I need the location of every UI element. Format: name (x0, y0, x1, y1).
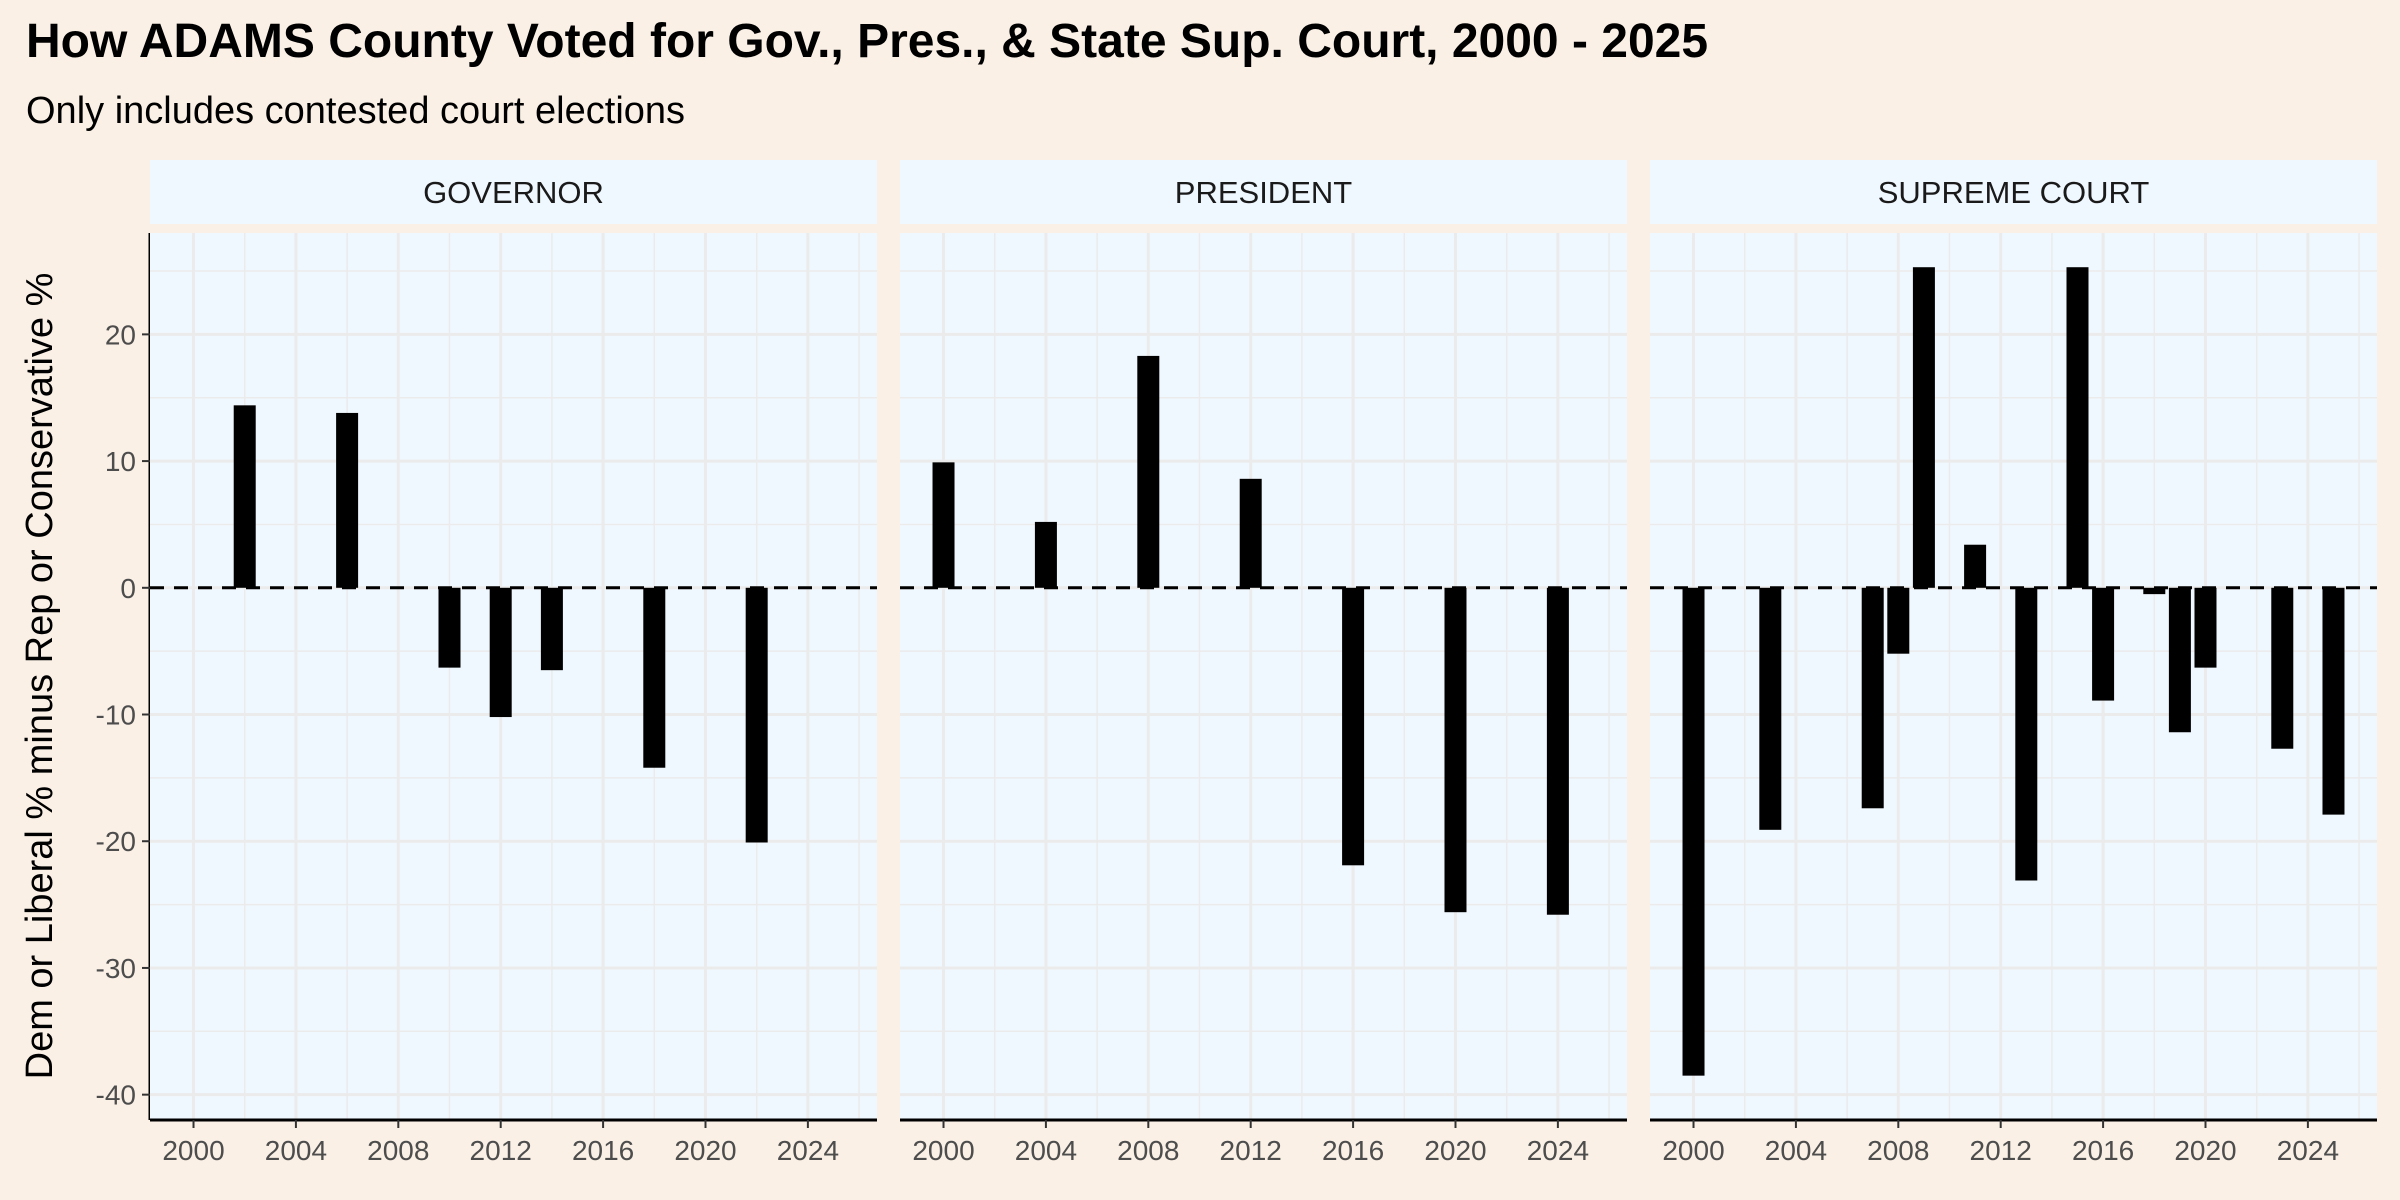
bar-governor-2014 (540, 587, 563, 671)
chart-title: How ADAMS County Voted for Gov., Pres., … (26, 15, 1709, 68)
x-tick-label: 2016 (572, 1135, 634, 1166)
y-tick-label: -30 (96, 953, 136, 984)
x-tick-label: 2012 (1970, 1135, 2032, 1166)
bar-governor-2018 (643, 587, 666, 768)
x-tick-label: 2004 (1765, 1135, 1827, 1166)
bar-governor-2010 (438, 587, 461, 668)
x-tick-label: 2004 (265, 1135, 327, 1166)
bar-supreme-court-2007 (1861, 587, 1884, 809)
facet-strip-supreme-court (1650, 160, 2377, 224)
bar-supreme-court-2008 (1887, 587, 1910, 654)
bar-president-2020 (1444, 587, 1467, 913)
x-tick-label: 2020 (2174, 1135, 2236, 1166)
bar-governor-2022 (745, 587, 768, 843)
panel-background-president (900, 233, 1627, 1120)
bar-governor-2006 (336, 412, 359, 588)
bar-supreme-court-2009 (1912, 267, 1935, 588)
panel-background-supreme-court (1650, 233, 2377, 1120)
x-tick-label: 2024 (777, 1135, 839, 1166)
y-tick-label: -40 (96, 1080, 136, 1111)
bar-supreme-court-2011 (1964, 544, 1987, 588)
x-tick-label: 2016 (2072, 1135, 2134, 1166)
y-tick-label: -10 (96, 700, 136, 731)
x-tick-label: 2008 (367, 1135, 429, 1166)
bar-president-2012 (1239, 478, 1262, 588)
facet-label-president: PRESIDENT (1175, 175, 1352, 210)
y-tick-label: 0 (120, 573, 136, 604)
y-tick-label: -20 (96, 826, 136, 857)
x-tick-label: 2020 (674, 1135, 736, 1166)
bar-supreme-court-2015 (2066, 267, 2089, 588)
bar-governor-2002 (233, 405, 256, 588)
bar-supreme-court-2019 (2168, 587, 2191, 733)
facet-strip-governor (150, 160, 877, 224)
bar-supreme-court-2013 (2015, 587, 2038, 881)
x-tick-label: 2012 (470, 1135, 532, 1166)
bar-supreme-court-2003 (1759, 587, 1782, 830)
bar-supreme-court-2016 (2092, 587, 2115, 701)
facet-label-supreme-court: SUPREME COURT (1878, 175, 2150, 210)
x-tick-label: 2024 (2277, 1135, 2339, 1166)
x-tick-label: 2008 (1117, 1135, 1179, 1166)
bar-president-2016 (1342, 587, 1365, 866)
bar-president-2004 (1034, 521, 1057, 588)
bar-supreme-court-2000 (1682, 587, 1705, 1076)
bar-supreme-court-2020 (2194, 587, 2217, 668)
bar-supreme-court-2025 (2322, 587, 2345, 815)
chart-subtitle: Only includes contested court elections (26, 90, 686, 132)
x-tick-label: 2020 (1424, 1135, 1486, 1166)
x-tick-label: 2008 (1867, 1135, 1929, 1166)
bar-president-2000 (932, 462, 955, 588)
x-tick-label: 2000 (1662, 1135, 1724, 1166)
facet-label-governor: GOVERNOR (423, 175, 604, 210)
x-tick-label: 2004 (1015, 1135, 1077, 1166)
y-axis-title: Dem or Liberal % minus Rep or Conservati… (19, 273, 61, 1080)
x-tick-label: 2012 (1220, 1135, 1282, 1166)
panel-background-governor (150, 233, 877, 1120)
facet-strip-president (900, 160, 1627, 224)
bar-supreme-court-2018 (2143, 587, 2166, 595)
x-tick-label: 2024 (1527, 1135, 1589, 1166)
bar-supreme-court-2023 (2271, 587, 2294, 749)
x-tick-label: 2016 (1322, 1135, 1384, 1166)
y-tick-label: 10 (105, 446, 136, 477)
bar-president-2024 (1546, 587, 1569, 915)
bar-president-2008 (1137, 355, 1160, 588)
y-tick-label: 20 (105, 319, 136, 350)
x-tick-label: 2000 (912, 1135, 974, 1166)
bar-governor-2012 (489, 587, 512, 718)
x-tick-label: 2000 (162, 1135, 224, 1166)
